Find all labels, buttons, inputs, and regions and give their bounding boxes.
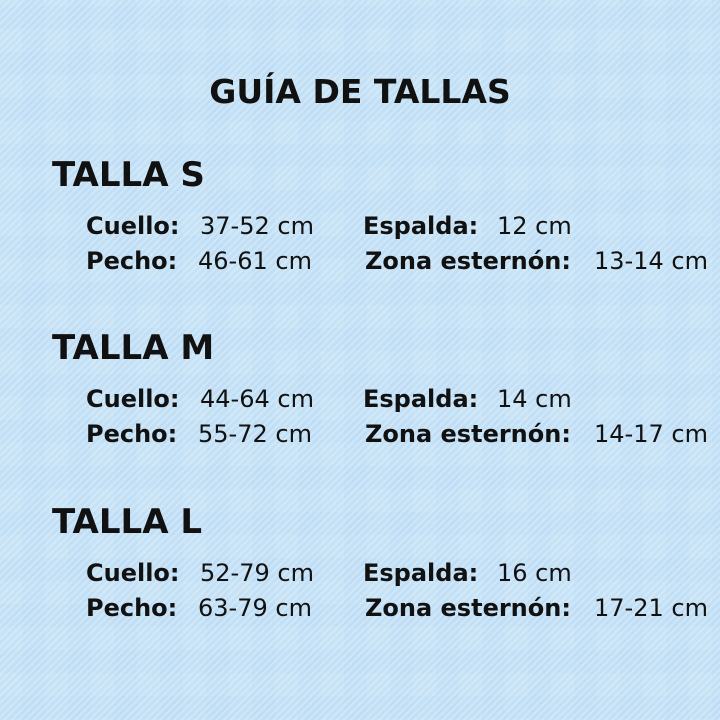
zona-value: 14-17 cm	[594, 420, 708, 448]
cuello-value: 52-79 cm	[200, 559, 314, 587]
pecho-value: 55-72 cm	[198, 420, 312, 448]
espalda-label: Espalda:	[363, 385, 479, 413]
size-title: TALLA L	[52, 502, 203, 542]
zona-label: Zona esternón:	[365, 420, 571, 448]
pecho-value: 46-61 cm	[198, 247, 312, 275]
zona-value: 13-14 cm	[594, 247, 708, 275]
pecho-label: Pecho:	[86, 420, 178, 448]
espalda-value: 14 cm	[497, 385, 572, 413]
cuello-label: Cuello:	[86, 559, 180, 587]
size-title: TALLA M	[52, 328, 215, 368]
size-title: TALLA S	[52, 155, 205, 195]
zona-value: 17-21 cm	[594, 594, 708, 622]
cuello-value: 44-64 cm	[200, 385, 314, 413]
zona-label: Zona esternón:	[365, 594, 571, 622]
cuello-label: Cuello:	[86, 385, 180, 413]
cuello-label: Cuello:	[86, 212, 180, 240]
pecho-value: 63-79 cm	[198, 594, 312, 622]
zona-label: Zona esternón:	[365, 247, 571, 275]
pecho-label: Pecho:	[86, 247, 178, 275]
page-title: GUÍA DE TALLAS	[209, 72, 511, 111]
espalda-value: 12 cm	[497, 212, 572, 240]
espalda-value: 16 cm	[497, 559, 572, 587]
pecho-label: Pecho:	[86, 594, 178, 622]
cuello-value: 37-52 cm	[200, 212, 314, 240]
espalda-label: Espalda:	[363, 559, 479, 587]
espalda-label: Espalda:	[363, 212, 479, 240]
